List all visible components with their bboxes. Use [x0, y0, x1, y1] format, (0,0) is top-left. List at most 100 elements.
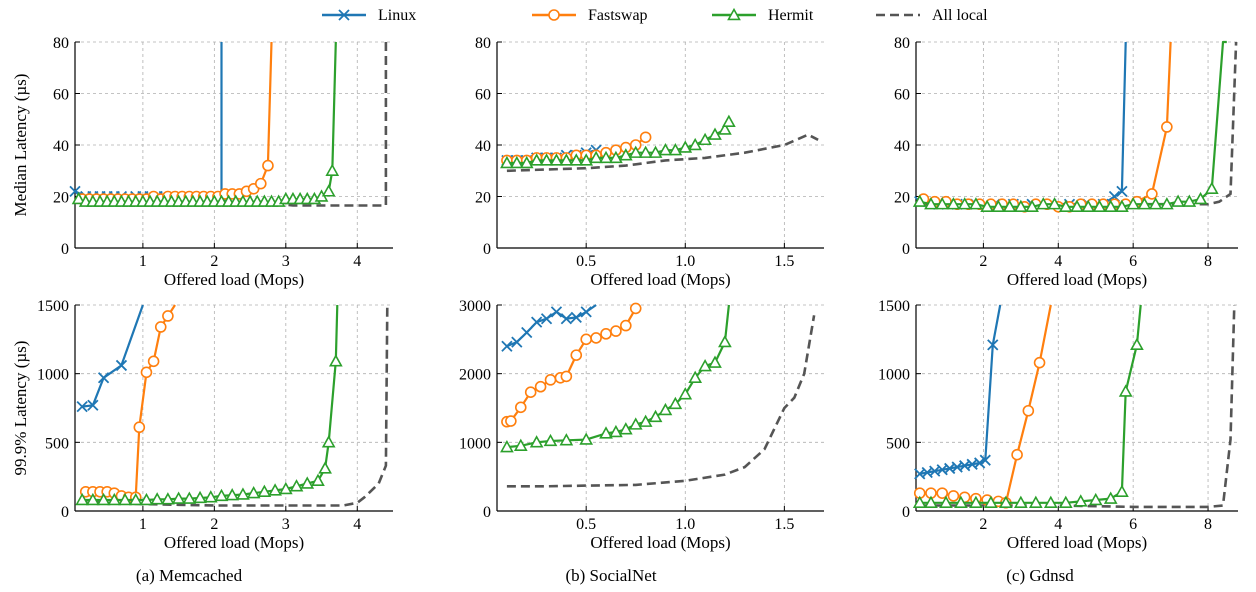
series-line-fastswap [82, 41, 273, 201]
series-all-local [78, 42, 388, 207]
x-tick-label: 6 [1129, 516, 1137, 533]
caption-gdnsd: (c) Gdnsd [1006, 566, 1074, 585]
data-point-hermit [718, 122, 732, 135]
data-point-hermit [1126, 197, 1141, 210]
data-point-fastswap [524, 386, 537, 399]
data-point-hermit [128, 492, 143, 506]
data-point-hermit [289, 479, 304, 492]
x-tick-label: 3 [282, 516, 290, 533]
data-point-hermit [107, 492, 122, 506]
data-point-hermit [648, 409, 663, 423]
x-tick-label: 8 [1204, 516, 1212, 533]
grid [497, 41, 824, 249]
series-line-fastswap [85, 304, 176, 499]
data-point-hermit [648, 145, 663, 158]
y-tick-label: 80 [53, 35, 69, 52]
data-point-fastswap [133, 421, 146, 434]
data-point-hermit [935, 197, 950, 210]
data-point-linux [115, 359, 128, 372]
data-point-linux [87, 399, 99, 411]
grid [916, 304, 1238, 512]
data-point-fastswap [580, 333, 592, 346]
legend-entry-all-local: All local [876, 7, 988, 24]
data-point-fastswap [610, 325, 622, 337]
data-point-hermit [1193, 191, 1208, 205]
data-point-hermit [912, 495, 927, 508]
data-point-hermit [599, 426, 613, 439]
data-point-hermit [500, 439, 514, 453]
data-point-fastswap [947, 490, 960, 502]
data-point-hermit [628, 145, 643, 158]
legend: Linux Fastswap Hermit All local [322, 7, 988, 24]
data-point-hermit [579, 153, 594, 166]
series-linux [69, 42, 228, 205]
data-point-linux [501, 340, 513, 352]
data-point-hermit [924, 495, 938, 508]
series-line-hermit [919, 40, 1227, 208]
x-axis-label: Offered load (Mops) [1007, 533, 1147, 552]
data-point-hermit [321, 184, 336, 197]
data-point-fastswap [514, 401, 527, 414]
series-all-local [78, 304, 389, 507]
data-point-fastswap [1146, 188, 1158, 200]
data-point-hermit [668, 396, 683, 410]
y-tick-label: 0 [61, 504, 69, 521]
y-tick-label: 80 [475, 35, 491, 52]
data-point-linux [76, 400, 88, 413]
data-point-hermit [1115, 484, 1129, 497]
data-point-hermit [946, 197, 961, 210]
data-point-hermit [1115, 199, 1129, 212]
series-all-local [506, 315, 816, 488]
data-point-hermit [991, 199, 1006, 212]
series-line-hermit [82, 304, 339, 502]
panel-socialnet-p999: 0.5 1.0 1.5 0 1000 2000 3000 Offered load (Mops… [459, 298, 824, 552]
data-point-hermit [609, 424, 623, 438]
data-point-hermit [1058, 495, 1073, 508]
x-tick-label: 4 [1054, 516, 1062, 533]
series-linux [76, 304, 144, 413]
data-point-hermit [529, 435, 544, 448]
x-tick-label: 0.5 [576, 516, 596, 533]
data-point-hermit [268, 483, 282, 496]
series-line-all-local [506, 133, 819, 173]
panel-memcached-p999: 1 2 3 4 0 500 1000 1500 Offered load (Mops) 99.9%… [11, 298, 393, 552]
data-point-hermit [246, 485, 261, 499]
series-line-linux [919, 304, 1002, 475]
series-all-local [919, 41, 1238, 206]
data-point-hermit [321, 435, 336, 448]
y-tick-label: 1000 [459, 435, 491, 452]
grid [497, 304, 824, 512]
y-tick-label: 500 [886, 435, 910, 452]
data-point-fastswap [629, 302, 642, 315]
series-line-all-local [78, 42, 388, 207]
legend-label-hermit: Hermit [768, 7, 814, 24]
x-axis-label: Offered load (Mops) [164, 270, 304, 289]
x-axis-label: Offered load (Mops) [590, 270, 730, 289]
data-point-hermit [96, 492, 111, 506]
data-point-linux [97, 372, 110, 384]
series-line-all-local [78, 304, 389, 507]
data-point-hermit [193, 490, 207, 504]
data-point-fastswap [147, 355, 160, 368]
data-point-hermit [718, 334, 732, 348]
data-point-hermit [257, 484, 272, 497]
data-point-hermit [1002, 199, 1017, 212]
x-tick-label: 6 [1129, 253, 1137, 270]
data-point-hermit [698, 132, 712, 146]
x-tick-label: 4 [353, 516, 361, 533]
series-all-local [919, 304, 1236, 509]
data-point-hermit [161, 492, 175, 505]
data-point-linux [511, 336, 523, 348]
data-point-hermit [1130, 337, 1144, 351]
data-point-hermit [549, 153, 564, 166]
data-point-hermit [954, 495, 968, 508]
data-point-hermit [71, 191, 86, 205]
series-hermit [75, 304, 343, 506]
y-tick-label: 20 [894, 190, 910, 207]
data-point-hermit [1073, 494, 1088, 507]
data-point-fastswap [154, 321, 167, 333]
data-point-hermit [1043, 495, 1058, 508]
data-point-linux [530, 316, 543, 328]
data-point-hermit [328, 354, 343, 367]
